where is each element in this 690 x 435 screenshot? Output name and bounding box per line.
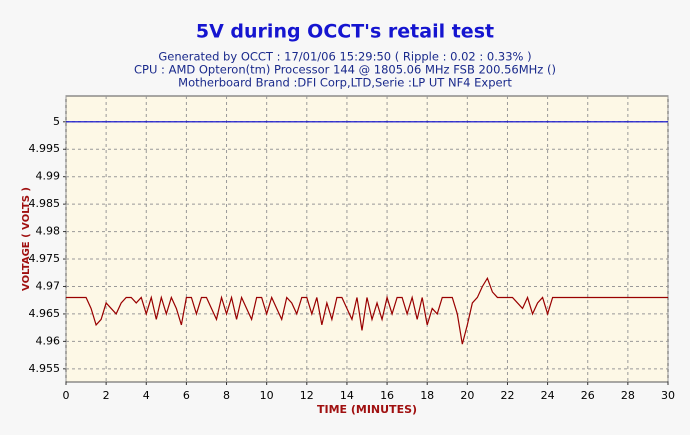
x-tick-label: 2 <box>103 389 110 402</box>
plot-area <box>65 95 669 383</box>
x-tick-label: 4 <box>143 389 150 402</box>
x-tick-label: 16 <box>380 389 394 402</box>
x-tick-label: 0 <box>63 389 70 402</box>
y-tick-label: 4.98 <box>36 225 61 238</box>
x-tick-label: 28 <box>621 389 635 402</box>
subtitle: Generated by OCCT : 17/01/06 15:29:50 ( … <box>158 50 531 64</box>
y-tick-label: 5 <box>53 115 60 128</box>
x-tick-label: 10 <box>260 389 274 402</box>
x-tick-label: 20 <box>460 389 474 402</box>
x-axis-label: TIME (MINUTES) <box>317 403 417 416</box>
y-tick-label: 4.995 <box>29 142 61 155</box>
x-tick-label: 12 <box>300 389 314 402</box>
y-tick-label: 4.97 <box>36 279 61 292</box>
subtitle: Motherboard Brand :DFI Corp,LTD,Serie :L… <box>178 76 512 90</box>
y-tick-label: 4.96 <box>36 334 61 347</box>
chart-title: 5V during OCCT's retail test <box>196 21 494 43</box>
data-line <box>66 276 668 345</box>
y-tick-label: 4.99 <box>36 170 61 183</box>
x-tick-label: 8 <box>223 389 230 402</box>
x-tick-label: 14 <box>340 389 354 402</box>
y-tick-label: 4.955 <box>29 362 61 375</box>
y-tick-label: 4.985 <box>29 197 61 210</box>
x-tick-label: 22 <box>500 389 514 402</box>
x-tick-label: 30 <box>661 389 675 402</box>
subtitle: CPU : AMD Opteron(tm) Processor 144 @ 18… <box>134 63 556 77</box>
y-axis-label: VOLTAGE ( VOLTS ) <box>21 187 32 291</box>
x-tick-label: 24 <box>541 389 555 402</box>
x-tick-label: 6 <box>183 389 190 402</box>
x-tick-label: 18 <box>420 389 434 402</box>
y-tick-label: 4.975 <box>29 252 61 265</box>
y-tick-label: 4.965 <box>29 307 61 320</box>
x-tick-label: 26 <box>581 389 595 402</box>
